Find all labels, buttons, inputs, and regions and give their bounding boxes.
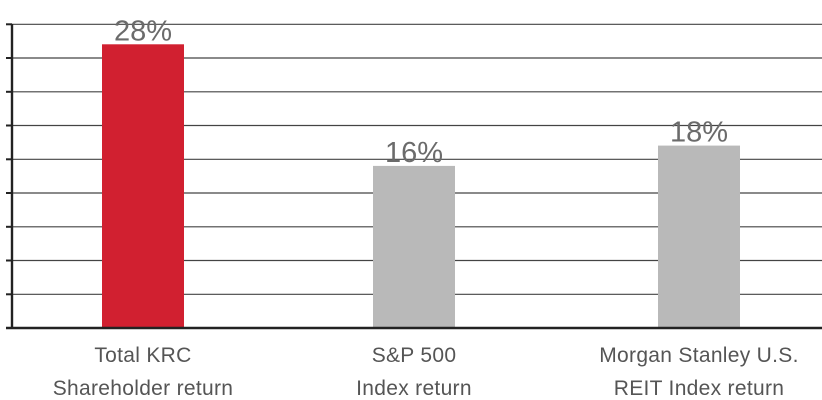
data-label-2: 16% bbox=[385, 137, 443, 169]
category-label-3-line-1: Morgan Stanley U.S. bbox=[599, 344, 798, 367]
bar-3 bbox=[658, 145, 740, 328]
axes bbox=[6, 23, 822, 330]
category-label-1-line-1: Total KRC bbox=[94, 344, 191, 367]
category-label-2-line-2: Index return bbox=[356, 377, 472, 400]
category-label-2-line-1: S&P 500 bbox=[372, 344, 457, 367]
bars bbox=[102, 44, 740, 329]
labels: 28% Total KRC Shareholder return 16% S&P 500… bbox=[53, 15, 799, 400]
data-label-3: 18% bbox=[670, 117, 728, 149]
bar-2 bbox=[373, 165, 455, 328]
category-label-1-line-2: Shareholder return bbox=[53, 377, 234, 400]
bar-1 bbox=[102, 44, 184, 329]
data-label-1: 28% bbox=[114, 15, 172, 47]
category-label-3-line-2: REIT Index return bbox=[614, 377, 784, 400]
